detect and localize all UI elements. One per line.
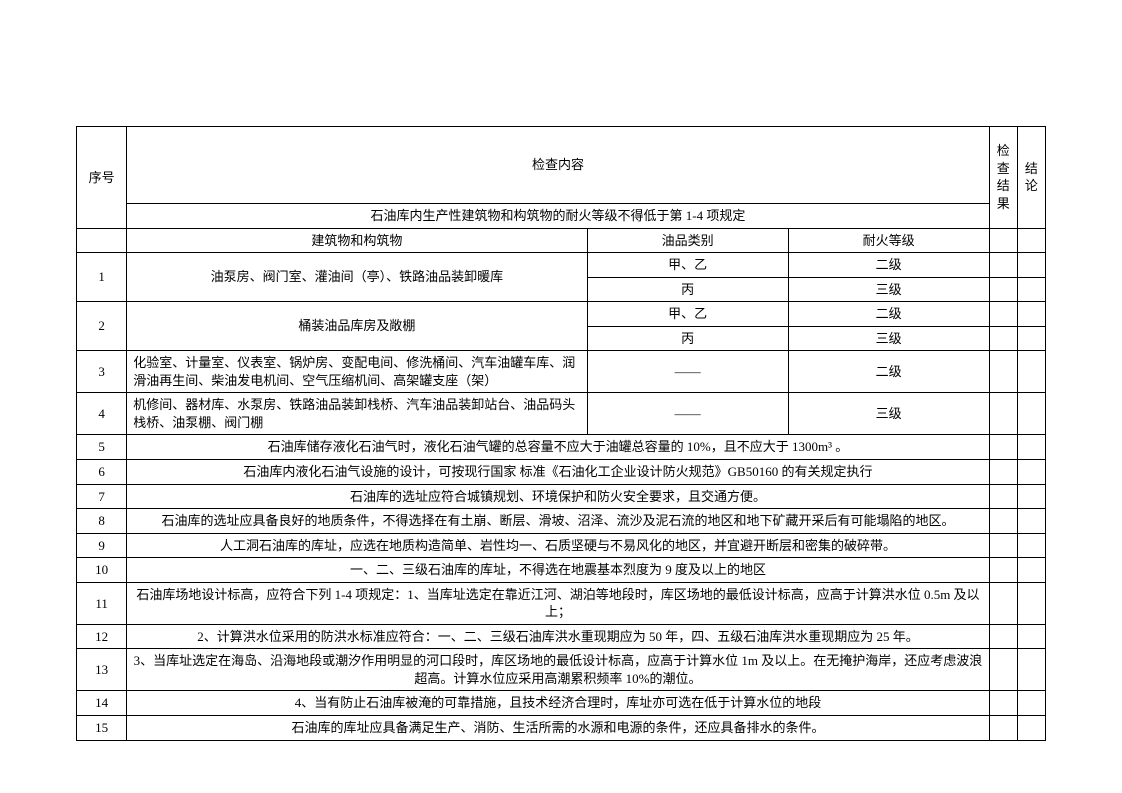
text-10: 一、二、三级石油库的库址，不得选在地震基本烈度为 9 度及以上的地区 <box>127 558 989 583</box>
bld-4: 机修间、器材库、水泵房、铁路油品装卸栈桥、汽车油品装卸站台、油品码头栈桥、油泵棚… <box>127 393 587 435</box>
res-4 <box>1017 393 1045 435</box>
header-check-result: 检查结果 <box>989 127 1017 229</box>
seq-1: 1 <box>77 253 127 302</box>
chk-1b <box>989 277 1017 302</box>
seq-2: 2 <box>77 302 127 351</box>
seq-13: 13 <box>77 649 127 691</box>
res-2b <box>1017 326 1045 351</box>
res-1a <box>1017 253 1045 278</box>
seq-11: 11 <box>77 582 127 624</box>
res-1b <box>1017 277 1045 302</box>
res-3 <box>1017 351 1045 393</box>
text-14: 4、当有防止石油库被淹的可靠措施，且技术经济合理时，库址亦可选在低于计算水位的地… <box>127 691 989 716</box>
text-13: 3、当库址选定在海岛、沿海地段或潮汐作用明显的河口段时，库区场地的最低设计标高，… <box>127 649 989 691</box>
inspection-table: 序号 检查内容 检查结果 结论 石油库内生产性建筑物和构筑物的耐火等级不得低于第… <box>76 126 1046 741</box>
header-note: 石油库内生产性建筑物和构筑物的耐火等级不得低于第 1-4 项规定 <box>127 204 989 229</box>
type-4: —— <box>587 393 788 435</box>
res-2a <box>1017 302 1045 327</box>
seq-3: 3 <box>77 351 127 393</box>
text-5: 石油库储存液化石油气时，液化石油气罐的总容量不应大于油罐总容量的 10%，且不应… <box>127 435 989 460</box>
type-2a: 甲、乙 <box>587 302 788 327</box>
col-fire-grade: 耐火等级 <box>788 228 989 253</box>
type-2b: 丙 <box>587 326 788 351</box>
bld-2: 桶装油品库房及敞棚 <box>127 302 587 351</box>
header-content: 检查内容 <box>127 127 989 204</box>
grade-1b: 三级 <box>788 277 989 302</box>
seq-7: 7 <box>77 484 127 509</box>
chk-2a <box>989 302 1017 327</box>
bld-3: 化验室、计量室、仪表室、锅炉房、变配电间、修洗桶间、汽车油罐车库、润滑油再生间、… <box>127 351 587 393</box>
grade-4: 三级 <box>788 393 989 435</box>
grade-2a: 二级 <box>788 302 989 327</box>
text-12: 2、计算洪水位采用的防洪水标准应符合：一、二、三级石油库洪水重现期应为 50 年… <box>127 624 989 649</box>
seq-9: 9 <box>77 533 127 558</box>
seq-6: 6 <box>77 460 127 485</box>
chk-1a <box>989 253 1017 278</box>
bld-1: 油泵房、阀门室、灌油间（亭）、铁路油品装卸暖库 <box>127 253 587 302</box>
blank-seq <box>77 228 127 253</box>
header-seq: 序号 <box>77 127 127 229</box>
blank-res <box>1017 228 1045 253</box>
text-8: 石油库的选址应具备良好的地质条件，不得选择在有土崩、断层、滑坡、沼泽、流沙及泥石… <box>127 509 989 534</box>
chk-2b <box>989 326 1017 351</box>
seq-10: 10 <box>77 558 127 583</box>
seq-5: 5 <box>77 435 127 460</box>
col-building: 建筑物和构筑物 <box>127 228 587 253</box>
grade-1a: 二级 <box>788 253 989 278</box>
chk-4 <box>989 393 1017 435</box>
text-9: 人工洞石油库的库址，应选在地质构造简单、岩性均一、石质坚硬与不易风化的地区，并宜… <box>127 533 989 558</box>
type-3: —— <box>587 351 788 393</box>
text-7: 石油库的选址应符合城镇规划、环境保护和防火安全要求，且交通方便。 <box>127 484 989 509</box>
text-6: 石油库内液化石油气设施的设计，可按现行国家 标准《石油化工企业设计防火规范》GB… <box>127 460 989 485</box>
grade-3: 二级 <box>788 351 989 393</box>
seq-12: 12 <box>77 624 127 649</box>
blank-chk <box>989 228 1017 253</box>
col-oil-type: 油品类别 <box>587 228 788 253</box>
type-1b: 丙 <box>587 277 788 302</box>
seq-14: 14 <box>77 691 127 716</box>
type-1a: 甲、乙 <box>587 253 788 278</box>
seq-4: 4 <box>77 393 127 435</box>
text-11: 石油库场地设计标高，应符合下列 1-4 项规定：1、当库址选定在靠近江河、湖泊等… <box>127 582 989 624</box>
chk-3 <box>989 351 1017 393</box>
header-conclusion: 结论 <box>1017 127 1045 229</box>
text-15: 石油库的库址应具备满足生产、消防、生活所需的水源和电源的条件，还应具备排水的条件… <box>127 716 989 741</box>
seq-8: 8 <box>77 509 127 534</box>
grade-2b: 三级 <box>788 326 989 351</box>
seq-15: 15 <box>77 716 127 741</box>
